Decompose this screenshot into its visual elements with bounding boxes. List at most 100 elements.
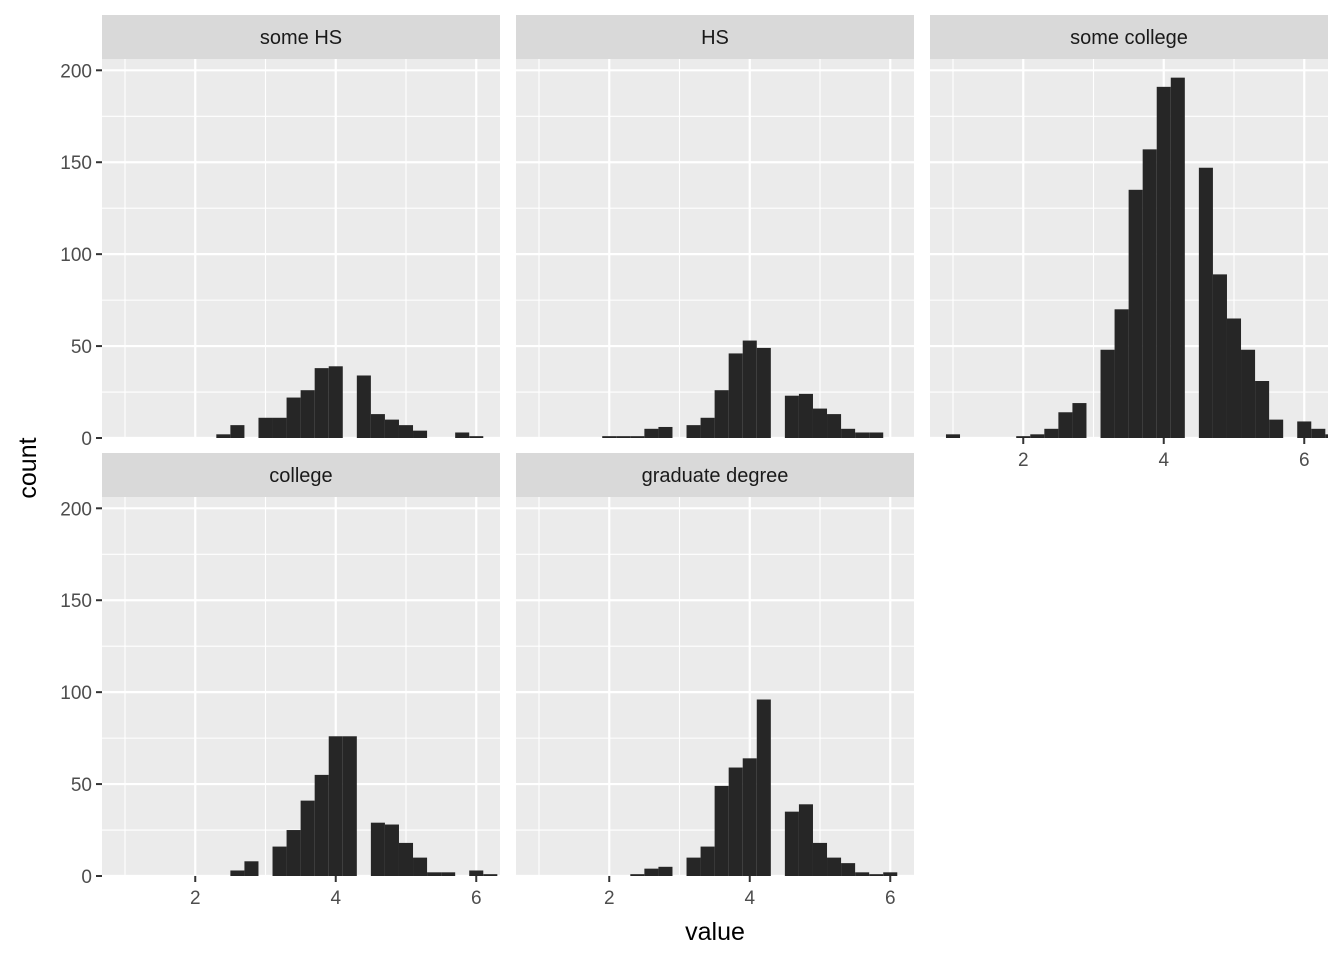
histogram-bar [784,811,799,876]
histogram-bar [700,417,715,438]
histogram-bar [869,874,884,876]
facet-panel: some college 2 4 6 [930,15,1328,471]
histogram-bar [869,432,884,438]
histogram-bar [616,436,631,438]
histogram-bar [841,863,856,876]
histogram-bar [272,846,287,876]
histogram-bar [300,390,315,438]
histogram-bar [784,395,799,438]
histogram-bar [630,874,645,876]
histogram-bar [658,426,673,438]
y-tick-label: 0 [81,429,92,450]
y-tick-label: 150 [60,153,92,174]
histogram-bar [798,804,813,876]
histogram-bar [630,436,645,438]
histogram-bar [812,842,828,876]
histogram-bar [258,417,273,438]
facet-strip [930,15,1328,59]
facet-strip [516,15,914,59]
histogram-bar [1241,349,1256,438]
histogram-bar [812,408,828,438]
histogram-bar [1198,167,1213,439]
histogram-bar [230,425,245,438]
histogram-bar [342,736,357,876]
histogram-bar [1170,77,1185,439]
facet-strip [102,15,500,59]
x-tick-label: 6 [885,888,896,909]
y-tick-label: 50 [71,337,92,358]
y-tick-label: 150 [60,591,92,612]
histogram-bar [855,872,870,876]
histogram-bar [1297,421,1312,438]
histogram-bar [398,842,414,876]
y-tick-label: 0 [81,867,92,888]
histogram-bar [314,774,329,876]
histogram-bar [728,353,743,438]
histogram-bar [798,393,813,438]
histogram-bar [314,368,329,438]
histogram-bar [244,861,259,876]
histogram-bar [945,434,961,438]
x-tick-label: 6 [471,888,482,909]
histogram-bar [398,425,414,438]
facet-strip-label: college [269,465,332,487]
histogram-bar [384,824,399,876]
histogram-bar [230,870,245,876]
y-tick-label: 100 [60,683,92,704]
histogram-bar [286,830,301,876]
histogram-bar [1156,86,1171,438]
facet-strip [516,453,914,497]
facet-strip [102,453,500,497]
histogram-bar [827,414,842,438]
histogram-bar [1030,434,1045,438]
histogram-bar [700,846,715,876]
x-tick-label: 4 [744,888,755,909]
histogram-bar [841,428,856,438]
facet-strip-label: graduate degree [642,465,789,487]
y-axis-title: count [14,437,42,498]
histogram-bar [370,822,385,876]
histogram-bar [644,868,659,876]
histogram-bar [441,872,456,876]
histogram-bar [427,872,442,876]
histogram-bar [483,874,498,876]
histogram-bar [1100,349,1115,438]
histogram-bar [1255,381,1270,438]
y-tick-label: 100 [60,245,92,266]
histogram-bar [658,866,673,876]
histogram-bar [1058,412,1073,438]
histogram-bar [1226,318,1242,438]
histogram-bar [413,430,428,438]
histogram-bar [1044,428,1059,438]
histogram-bar [756,699,771,876]
histogram-bar [756,347,771,438]
facet-panel: HS [516,15,914,440]
histogram-bar [714,785,729,876]
histogram-bar [328,366,343,438]
histogram-bar [602,436,617,438]
histogram-bar [827,857,842,876]
histogram-bar [469,436,484,438]
panel-background [102,59,500,438]
y-tick-label: 200 [60,499,92,520]
x-tick-label: 2 [190,888,201,909]
histogram-bar [469,870,484,876]
facet-strip-label: HS [701,27,729,49]
histogram-bar [883,872,898,876]
histogram-bar [1128,189,1143,438]
histogram-bar [328,736,343,876]
x-axis-title: value [685,918,745,946]
histogram-bar [455,432,470,438]
histogram-bar [742,340,757,438]
histogram-bar [1269,419,1284,438]
histogram-bar [1325,434,1328,438]
histogram-bar [644,428,659,438]
histogram-bar [855,432,870,438]
histogram-bar [686,857,701,876]
histogram-bar [356,375,371,438]
histogram-bar [370,414,385,438]
x-tick-label: 2 [1018,450,1029,471]
histogram-bar [300,800,315,876]
histogram-bar [216,434,231,438]
